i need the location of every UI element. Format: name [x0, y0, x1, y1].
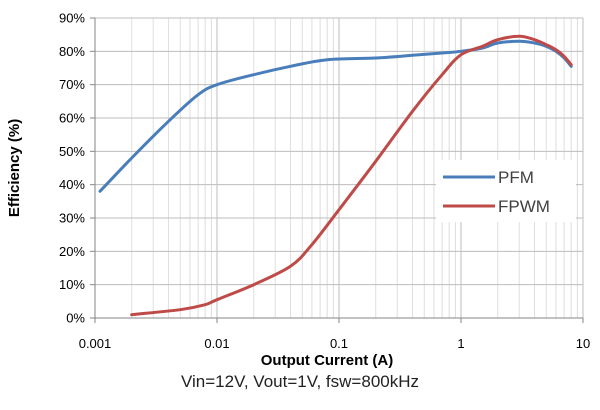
y-tick-label: 40%	[59, 177, 85, 192]
x-axis-ticks: 0.001 0.01 0.1 1 10	[79, 318, 590, 351]
chart-caption: Vin=12V, Vout=1V, fsw=800kHz	[180, 372, 420, 391]
series-line-fpwm	[130, 34, 573, 317]
x-tick-label: 0.01	[204, 336, 229, 351]
series-line-pfm	[98, 39, 573, 193]
efficiency-chart: 0%10%20%30%40%50%60%70%80%90% 0.001 0.01 0…	[6, 11, 590, 370]
legend-label-fpwm: FPWM	[498, 197, 550, 216]
x-axis-title: Output Current (A)	[261, 352, 393, 369]
x-tick-label: 0.1	[330, 336, 348, 351]
y-tick-label: 60%	[59, 111, 85, 126]
x-tick-label: 10	[576, 336, 590, 351]
grid	[94, 17, 584, 319]
y-tick-label: 0%	[66, 311, 85, 326]
x-tick-label: 0.001	[79, 336, 112, 351]
y-tick-label: 50%	[59, 144, 85, 159]
y-tick-label: 20%	[59, 244, 85, 259]
y-tick-label: 70%	[59, 77, 85, 92]
y-tick-label: 90%	[59, 11, 85, 26]
y-axis-ticks: 0% 10% 20% 30% 40% 50% 60% 70% 80% 90%	[59, 11, 95, 326]
y-tick-label: 80%	[59, 44, 85, 59]
legend-background	[436, 160, 576, 222]
y-tick-label: 30%	[59, 211, 85, 226]
series-group	[98, 34, 573, 317]
y-axis-title: Efficiency (%)	[6, 119, 23, 217]
x-tick-label: 1	[457, 336, 464, 351]
y-tick-label: 10%	[59, 277, 85, 292]
legend: PFM FPWM	[436, 160, 576, 222]
legend-label-pfm: PFM	[498, 168, 534, 187]
